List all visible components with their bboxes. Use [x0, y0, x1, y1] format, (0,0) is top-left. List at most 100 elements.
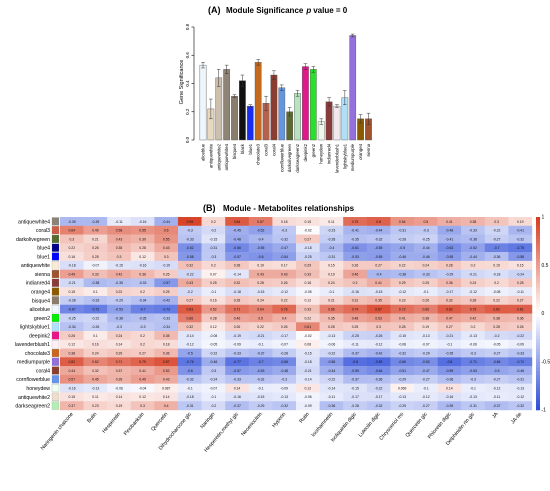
heatmap-cell-value: -0.4: [258, 237, 264, 241]
heatmap-column-label: Phloretin digic: [427, 411, 453, 440]
heatmap-column-label: Isoliquiritin digic: [330, 411, 358, 443]
bar-chart-title-main: Module Significance: [226, 6, 304, 15]
legend-gradient-step: [536, 365, 540, 369]
heatmap-cell-value: 0.22: [304, 316, 311, 320]
heatmap-cell-value: -0.37: [493, 404, 501, 408]
heatmap-cell-value: -0.18: [233, 290, 241, 294]
legend-tick-label: 0.5: [542, 263, 549, 269]
bar-category-label: blue1: [248, 143, 253, 154]
heatmap-cell-value: -0.27: [493, 351, 501, 355]
heatmap-cell-value: -0.41: [446, 237, 454, 241]
heatmap-cell-value: -0.55: [375, 246, 383, 250]
heatmap-cell-value: -0.44: [422, 246, 430, 250]
legend-gradient-step: [536, 304, 540, 308]
heatmap-cell-value: 0.3: [164, 255, 169, 259]
heatmap-cell-value: -0.42: [162, 299, 170, 303]
heatmap-cell-value: -0.13: [469, 334, 477, 338]
heatmap-cell-value: -0.42: [375, 351, 383, 355]
heatmap-cell-value: 0.26: [234, 325, 241, 329]
heatmap-cell-value: 0.26: [352, 264, 359, 268]
bar-antiquewhite2: [216, 78, 222, 140]
module-swatch-sienna: [52, 270, 59, 278]
heatmap-cell-value: 0.82: [493, 308, 500, 312]
module-swatch-blue1: [52, 253, 59, 261]
heatmap-cell-value: -0.25: [422, 237, 430, 241]
heatmap-row-label: coral3: [36, 228, 50, 234]
heatmap-row-label: antiquewhite: [21, 263, 50, 269]
heatmap-cell-value: 0.75: [470, 308, 477, 312]
heatmap-cell-value: 0.24: [328, 281, 335, 285]
heatmap-cell-value: 0.38: [470, 220, 477, 224]
legend-gradient-step: [536, 288, 540, 292]
heatmap-cell-value: 0.15: [328, 264, 335, 268]
heatmap-cell-value: 0.71: [234, 308, 241, 312]
heatmap-cell-value: -0.27: [493, 237, 501, 241]
heatmap-cell-value: -0.28: [328, 237, 336, 241]
heatmap-cell-value: -0.09: [304, 404, 312, 408]
heatmap-cell-value: -0.36: [375, 378, 383, 382]
heatmap-column-label: Quercetin: [150, 411, 169, 432]
heatmap-module-swatches: [52, 218, 59, 410]
heatmap-cell-value: 0.27: [139, 351, 146, 355]
heatmap-column-label: Luteolin digic: [358, 411, 382, 438]
heatmap-cell-value: -0.19: [162, 264, 170, 268]
heatmap-cell-value: -0.14: [233, 272, 241, 276]
legend-gradient-step: [536, 362, 540, 366]
heatmap-cell-value: -0.7: [258, 360, 264, 364]
heatmap-cell-value: 0.66: [186, 316, 193, 320]
heatmap-cell-value: 0.22: [399, 264, 406, 268]
heatmap-cell-value: -0.5: [494, 369, 500, 373]
heatmap-cell-value: 0.22: [116, 290, 123, 294]
bar-category-label: mediumpurple: [350, 143, 355, 171]
heatmap-row-label: green2: [34, 316, 50, 322]
heatmap-cell-value: 0.4: [164, 404, 169, 408]
heatmap-cell-value: 0.55: [163, 237, 170, 241]
heatmap-cell-value: -0.48: [280, 369, 288, 373]
legend-gradient-step: [536, 346, 540, 350]
heatmap-cell-value: -0.72: [92, 308, 100, 312]
heatmap-cell-value: -0.37: [351, 351, 359, 355]
heatmap-cell-value: -0.08: [210, 334, 218, 338]
bar-chart-y-axis: 0.00.20.40.60.8: [185, 23, 194, 143]
heatmap-cell-value: 0.15: [304, 220, 311, 224]
legend-gradient-step: [536, 368, 540, 372]
heatmap-cell-value: -0.35: [139, 316, 147, 320]
legend-gradient-step: [536, 355, 540, 359]
heatmap-cell-value: 0.14: [234, 386, 241, 390]
heatmap-cell-value: 0.75: [352, 220, 359, 224]
heatmap-cell-value: 0.45: [92, 378, 99, 382]
heatmap-cell-value: 0.22: [281, 299, 288, 303]
heatmap-cell-value: 0.2: [140, 290, 145, 294]
heatmap-cell-value: 0.41: [375, 281, 382, 285]
heatmap-cell-value: 0.41: [446, 220, 453, 224]
heatmap-cell-value: -0.3: [470, 351, 476, 355]
heatmap-cell-value: 0.36: [517, 316, 524, 320]
heatmap-cell-value: 0.41: [139, 369, 146, 373]
heatmap-cell-value: 0.25: [352, 325, 359, 329]
heatmap-cell-value: 0.21: [328, 299, 335, 303]
heatmap-cell-value: -0.55: [375, 255, 383, 259]
heatmap-cell-value: 0.3: [140, 404, 145, 408]
heatmap-cell-value: -0.7: [140, 308, 146, 312]
module-swatch-deepink2: [52, 332, 59, 340]
heatmap-cell-value: 0.67: [257, 220, 264, 224]
heatmap-cell-value: -0.53: [257, 369, 265, 373]
heatmap-row-label: orange4: [31, 289, 50, 295]
heatmap-cell-value: -0.64: [375, 369, 383, 373]
heatmap-cell-value: 0.21: [92, 237, 99, 241]
heatmap-cell-value: -0.04: [139, 386, 147, 390]
heatmap-cell-value: 0.25: [163, 290, 170, 294]
heatmap-cell-value: 0.42: [116, 272, 123, 276]
heatmap-cell-value: 0.14: [446, 386, 453, 390]
legend-gradient-step: [536, 317, 540, 321]
bar-category-label: antiquewhite4: [224, 143, 229, 170]
heatmap-cell-value: -0.66: [233, 246, 241, 250]
heatmap-cell-value: -0.4: [328, 246, 334, 250]
heatmap-cell-value: -0.38: [469, 237, 477, 241]
heatmap-cell-value: 0.28: [328, 325, 335, 329]
heatmap-cell-value: -0.13: [516, 386, 524, 390]
module-swatch-coral4: [52, 367, 59, 375]
heatmap-cell-value: -0.38: [115, 316, 123, 320]
bar-y-tick-label: 0.2: [185, 108, 190, 115]
